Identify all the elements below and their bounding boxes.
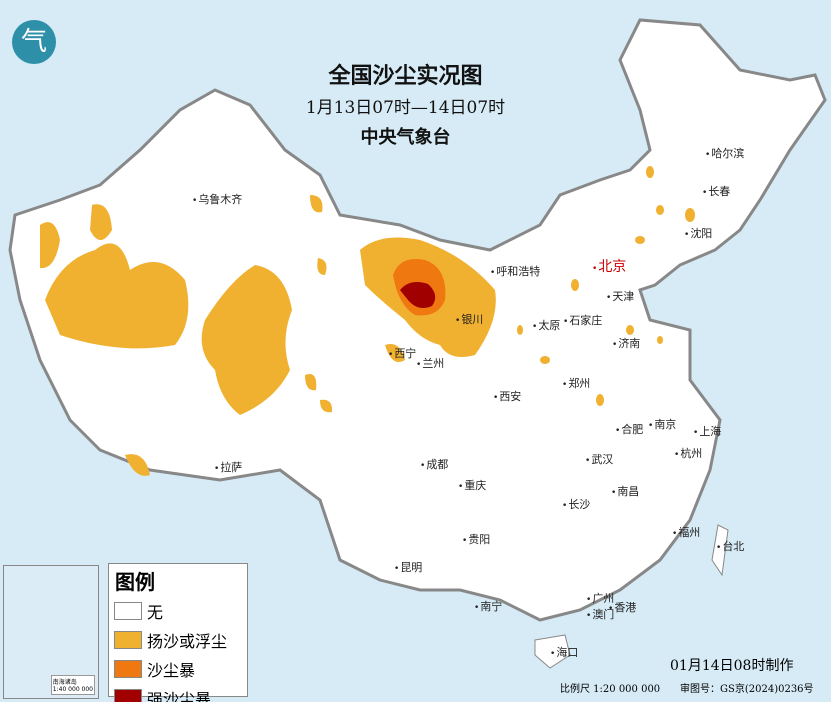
city-label: 重庆 (458, 477, 486, 493)
legend: 图例 无 扬沙或浮尘 沙尘暴 强沙尘暴 (108, 563, 248, 702)
city-label: 济南 (612, 335, 640, 351)
city-label: 合肥 (615, 421, 643, 437)
city-label: 南京 (648, 416, 676, 432)
city-label: 太原 (532, 317, 560, 333)
city-label: 石家庄 (563, 312, 602, 328)
dust-area-central (201, 195, 327, 415)
city-label: 昆明 (394, 559, 422, 575)
city-label: 贵阳 (462, 531, 490, 547)
legend-swatch (114, 631, 142, 649)
city-label: 沈阳 (684, 225, 712, 241)
review-number: 审图号：GS京(2024)0236号 (680, 684, 814, 695)
legend-label: 扬沙或浮尘 (147, 632, 228, 651)
map-period: 1月13日07时—14日07时 (305, 98, 506, 118)
legend-item-sandstorm: 沙尘暴 (114, 657, 247, 681)
map-scale: 比例尺 1:20 000 000 (560, 684, 661, 695)
city-label: 郑州 (562, 375, 590, 391)
city-label: 长沙 (562, 496, 590, 512)
city-label: 杭州 (674, 445, 702, 461)
legend-item-blowing-dust: 扬沙或浮尘 (114, 628, 247, 652)
legend-label: 沙尘暴 (147, 661, 196, 680)
city-label-capital: 北京 (592, 256, 626, 276)
inset-scale: 南海诸岛 1:40 000 000 (50, 675, 95, 695)
dust-area-west-xinjiang (40, 204, 189, 349)
dust-areas (40, 166, 695, 476)
legend-label: 强沙尘暴 (147, 690, 212, 702)
legend-label: 无 (147, 603, 164, 622)
inset-scale-value: 1:40 000 000 (52, 686, 93, 693)
legend-title: 图例 (115, 570, 155, 594)
city-label: 乌鲁木齐 (192, 191, 242, 207)
cma-logo: 气 (12, 20, 56, 64)
city-label: 西宁 (388, 345, 416, 361)
city-label: 长春 (702, 183, 730, 199)
map-title: 全国沙尘实况图 (328, 63, 483, 89)
map-agency: 中央气象台 (360, 127, 451, 148)
city-label: 福州 (672, 524, 700, 540)
city-label: 西安 (493, 388, 521, 404)
dust-spots (517, 166, 695, 406)
city-label: 拉萨 (214, 459, 242, 475)
legend-swatch (114, 602, 142, 620)
legend-item-severe-sandstorm: 强沙尘暴 (114, 686, 247, 702)
city-label: 天津 (606, 288, 634, 304)
city-label: 武汉 (585, 451, 613, 467)
city-label: 上海 (693, 423, 721, 439)
production-time: 01月14日08时制作 (670, 658, 794, 674)
city-label: 南昌 (611, 483, 639, 499)
legend-swatch (114, 689, 142, 702)
inset-label: 南海诸岛 (52, 679, 77, 686)
south-china-sea-inset: 南海诸岛 1:40 000 000 (3, 565, 99, 699)
city-label: 哈尔滨 (705, 145, 744, 161)
severe-sandstorm-area (400, 282, 436, 308)
city-label: 成都 (420, 456, 448, 472)
city-label: 海口 (550, 644, 578, 660)
city-label: 兰州 (416, 355, 444, 371)
city-label: 呼和浩特 (490, 263, 540, 279)
city-label: 香港 (608, 599, 636, 615)
city-label: 台北 (716, 538, 744, 554)
legend-item-none: 无 (114, 599, 247, 623)
city-label: 南宁 (474, 598, 502, 614)
legend-swatch (114, 660, 142, 678)
city-label: 银川 (455, 311, 483, 327)
